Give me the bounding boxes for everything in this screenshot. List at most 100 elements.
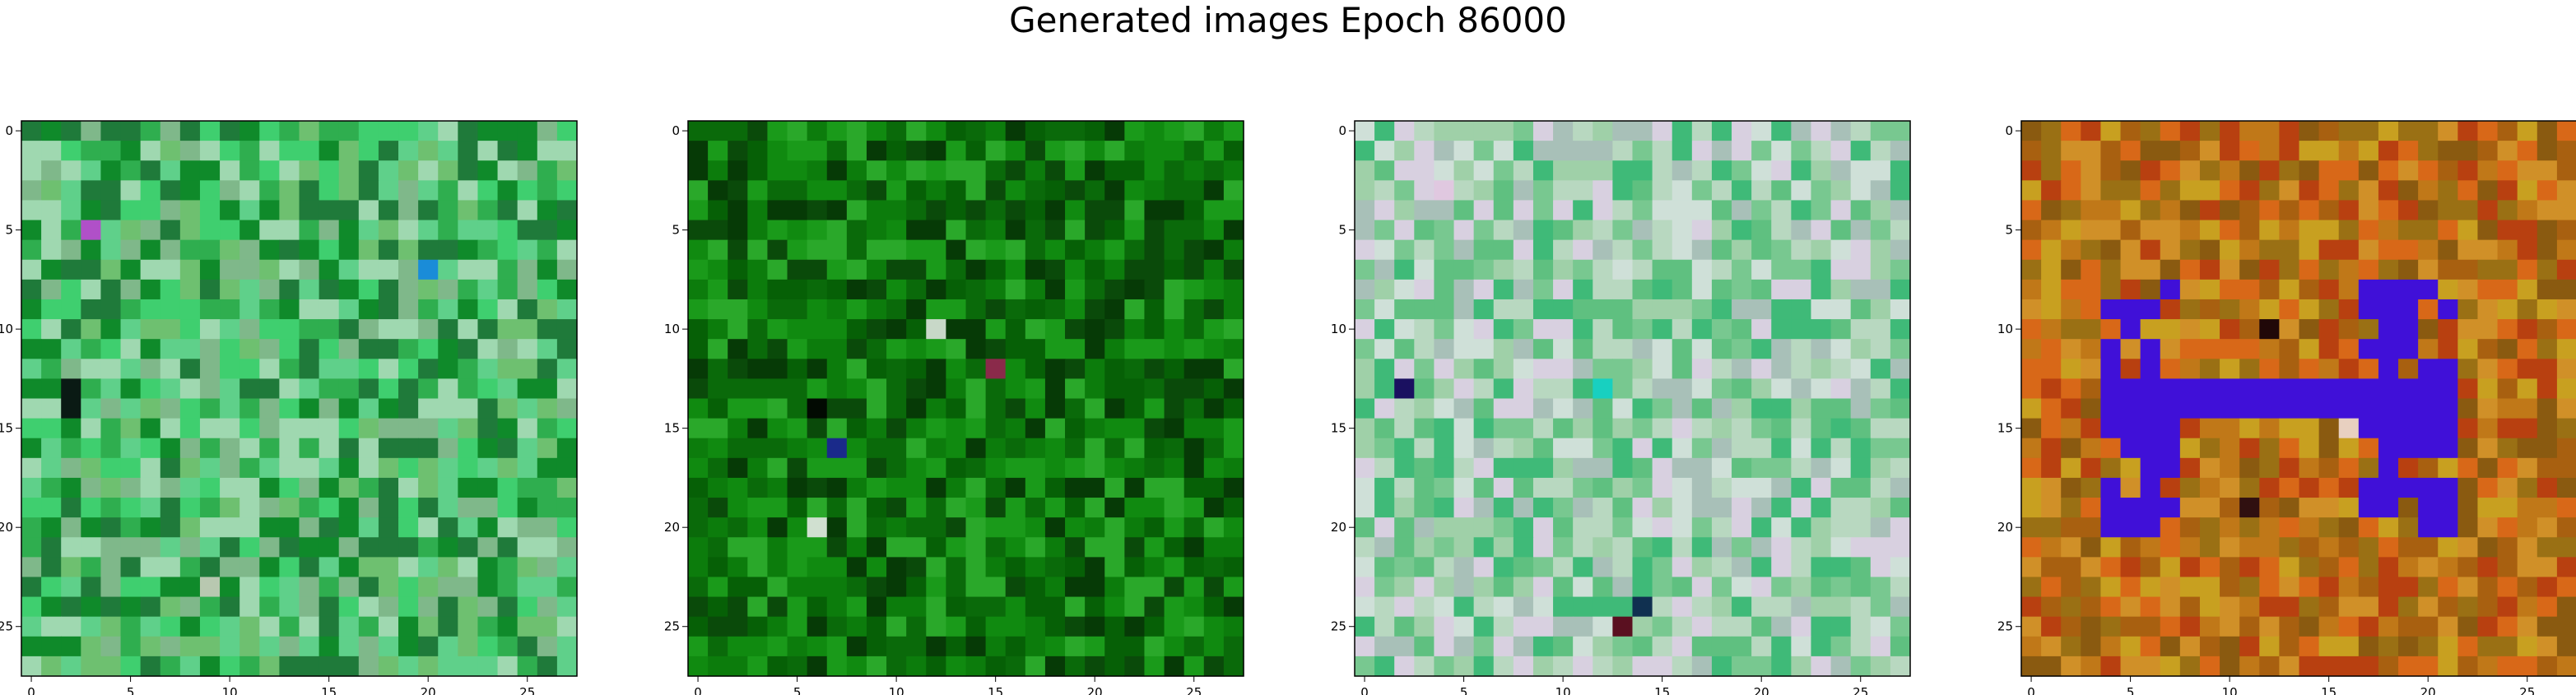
pixel-cell [477, 418, 499, 439]
pixel-cell [199, 378, 221, 400]
pixel-cell [1104, 636, 1125, 657]
pixel-cell [1751, 477, 1772, 498]
pixel-cell [1453, 517, 1475, 538]
pixel-cell [338, 239, 360, 261]
pixel-cell [1771, 319, 1792, 340]
pixel-cell [1890, 359, 1911, 379]
pixel-cell [1791, 141, 1812, 161]
pixel-cell [965, 398, 987, 419]
pixel-cell [160, 656, 181, 677]
pixel-cell [100, 537, 122, 558]
pixel-cell [140, 180, 161, 202]
pixel-cell [1811, 398, 1832, 419]
pixel-cell [1493, 299, 1514, 320]
pixel-cell [1183, 239, 1205, 261]
pixel-cell [926, 239, 946, 261]
pixel-cell [537, 279, 558, 300]
pixel-cell [1144, 339, 1165, 359]
pixel-cell [946, 616, 967, 637]
pixel-cell [1223, 596, 1244, 618]
pixel-cell [537, 180, 558, 202]
pixel-cell [2457, 359, 2479, 379]
pixel-cell [100, 299, 122, 320]
pixel-cell [1044, 517, 1066, 538]
pixel-cell [1223, 299, 1244, 320]
pixel-cell [1124, 200, 1146, 221]
pixel-cell [2160, 557, 2181, 578]
pixel-cell [477, 359, 499, 379]
pixel-cell [1532, 477, 1554, 498]
pixel-cell [418, 656, 439, 677]
pixel-cell [2061, 577, 2081, 598]
pixel-cell [826, 220, 848, 241]
pixel-cell [120, 378, 142, 400]
pixel-cell [1850, 239, 1872, 261]
pixel-cell [1532, 180, 1554, 202]
pixel-cell [1751, 378, 1772, 400]
pixel-cell [2378, 517, 2399, 538]
pixel-cell [1493, 656, 1514, 677]
pixel-cell [1044, 438, 1066, 459]
pixel-cell [537, 438, 558, 459]
pixel-cell [398, 636, 419, 657]
pixel-cell [299, 339, 320, 359]
pixel-cell [1732, 537, 1752, 558]
pixel-cell [846, 160, 867, 181]
pixel-cell [866, 537, 887, 558]
pixel-cell [926, 577, 946, 598]
pixel-cell [2041, 616, 2062, 637]
pixel-cell [2259, 656, 2280, 677]
pixel-cell [2061, 279, 2081, 300]
pixel-cell [2239, 636, 2260, 657]
pixel-cell [1223, 616, 1244, 637]
pixel-cell [846, 141, 867, 161]
pixel-cell [160, 378, 181, 400]
pixel-cell [1025, 319, 1046, 340]
pixel-cell [1493, 418, 1514, 439]
pixel-cell [1164, 477, 1185, 498]
pixel-cell [1434, 457, 1455, 479]
pixel-cell [1691, 359, 1713, 379]
pixel-cell [1573, 180, 1593, 202]
pixel-cell [179, 398, 201, 419]
pixel-cell [1691, 517, 1713, 538]
pixel-cell [1025, 438, 1046, 459]
pixel-cell [708, 477, 728, 498]
pixel-cell [1513, 319, 1534, 340]
pixel-cell [2556, 577, 2576, 598]
pixel-cell [1870, 220, 1891, 241]
pixel-cell [2299, 656, 2320, 677]
pixel-cell [747, 557, 769, 578]
pixel-cell [2338, 398, 2360, 419]
pixel-cell [2279, 517, 2300, 538]
pixel-cell [1691, 398, 1713, 419]
pixel-cell [100, 141, 122, 161]
pixel-cell [1414, 418, 1435, 439]
pixel-cell [1414, 438, 1435, 459]
pixel-cell [319, 220, 340, 241]
pixel-cell [41, 141, 62, 161]
pixel-cell [279, 398, 300, 419]
pixel-cell [846, 537, 867, 558]
pixel-cell [1672, 319, 1693, 340]
pixel-cell [319, 339, 340, 359]
pixel-cell [1044, 577, 1066, 598]
pixel-cell [965, 498, 987, 518]
pixel-cell [1612, 279, 1634, 300]
pixel-cell [319, 577, 340, 598]
y-tick-label: 0 [672, 123, 680, 138]
pixel-cell [1183, 121, 1205, 141]
pixel-cell [1751, 141, 1772, 161]
pixel-cell [826, 457, 848, 479]
pixel-cell [946, 319, 967, 340]
pixel-cell [358, 557, 379, 578]
pixel-cell [199, 457, 221, 479]
pixel-cell [2160, 220, 2181, 241]
pixel-cell [2061, 339, 2081, 359]
pixel-cell [2517, 279, 2538, 300]
pixel-cell [1573, 537, 1593, 558]
pixel-cell [2299, 616, 2320, 637]
pixel-cell [1025, 299, 1046, 320]
pixel-cell [140, 457, 161, 479]
